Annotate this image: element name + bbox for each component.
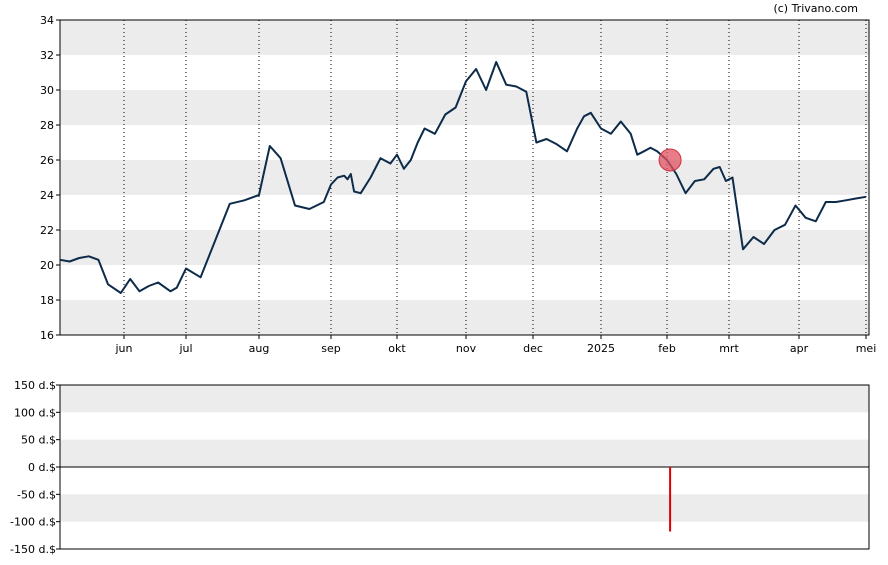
x-tick-label: sep [321, 342, 340, 355]
y-tick-label: 16 [40, 329, 54, 342]
y-tick-label: 34 [40, 14, 54, 27]
x-tick-label: okt [388, 342, 406, 355]
y-tick-label: -50 d.$ [17, 488, 56, 501]
y-tick-label: -100 d.$ [10, 516, 56, 529]
x-tick-label: apr [790, 342, 809, 355]
x-tick-label: 2025 [587, 342, 615, 355]
y-tick-label: 18 [40, 294, 54, 307]
price-panel: jun jul aug sep okt nov dec 2025 feb mrt apr mei 16 1… [40, 14, 876, 355]
x-tick-label: nov [456, 342, 477, 355]
x-tick-label: mrt [719, 342, 739, 355]
y-tick-label: 30 [40, 84, 54, 97]
price-line [59, 61, 867, 294]
x-tick-label: jun [115, 342, 133, 355]
plot-frame [59, 19, 870, 336]
y-tick-label: -150 d.$ [10, 543, 56, 556]
y-tick-label: 26 [40, 154, 54, 167]
grid-band [60, 230, 869, 265]
y-tick-label: 50 d.$ [21, 434, 56, 447]
y-tick-label: 100 d.$ [14, 406, 56, 419]
grid-band [60, 90, 869, 125]
x-tick-label: feb [658, 342, 676, 355]
x-tick-label: mei [856, 342, 877, 355]
grid-band [60, 300, 869, 335]
grid-band [60, 494, 869, 522]
plot-frame [59, 384, 870, 550]
grid-band [60, 385, 869, 413]
dividend-marker [658, 148, 682, 172]
y-tick-label: 32 [40, 49, 54, 62]
y-tick-label: 22 [40, 224, 54, 237]
y-tick-label: 24 [40, 189, 54, 202]
x-tick-label: dec [523, 342, 543, 355]
y-tick-label: 150 d.$ [14, 379, 56, 392]
grid-band [60, 160, 869, 195]
x-tick-label: aug [249, 342, 270, 355]
y-tick-label: 20 [40, 259, 54, 272]
grid-band [60, 439, 869, 467]
x-tick-label: jul [178, 342, 192, 355]
grid-band [60, 20, 869, 55]
y-tick-label: 0 d.$ [28, 461, 56, 474]
y-tick-label: 28 [40, 119, 54, 132]
dividend-panel: 150 d.$ 100 d.$ 50 d.$ 0 d.$ -50 d.$ -100 d.$… [10, 379, 870, 556]
credit-text: (c) Trivano.com [773, 2, 858, 15]
